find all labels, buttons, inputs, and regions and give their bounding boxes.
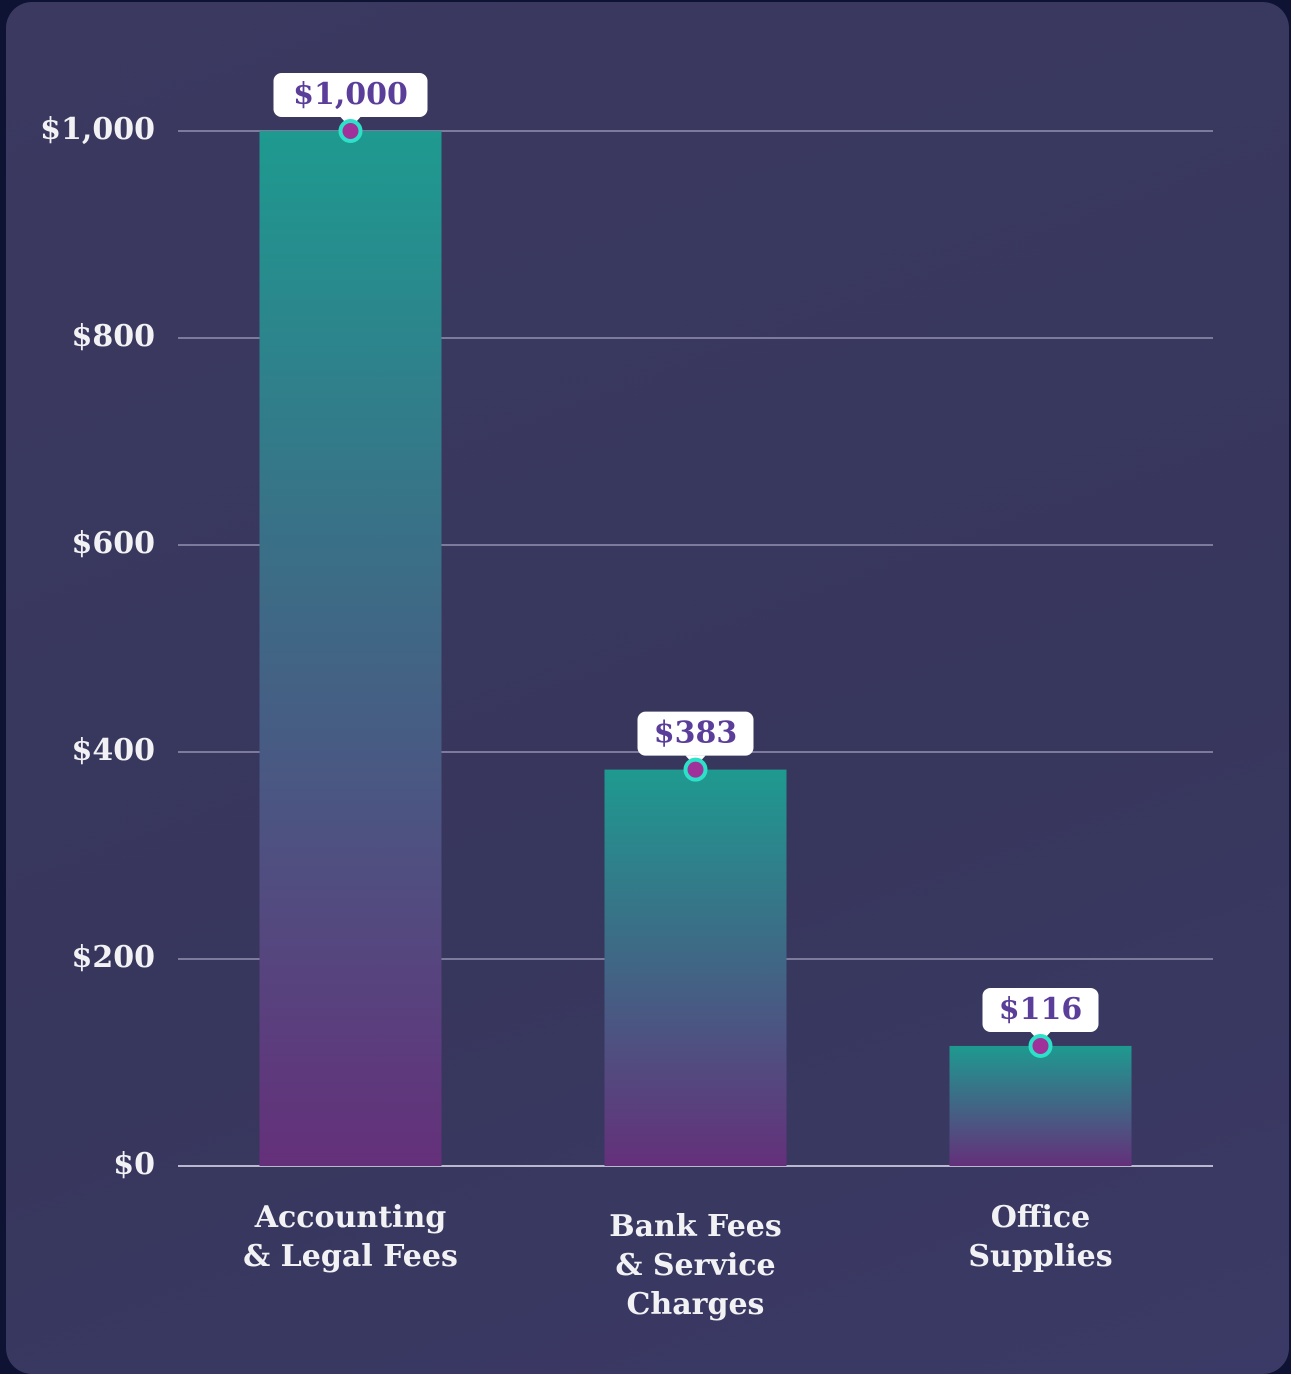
bar-point [1028,1033,1053,1058]
x-tick-label: Accounting & Legal Fees [243,1200,458,1274]
bar-point [683,757,708,782]
value-label-text: $383 [654,716,738,751]
value-label-box [637,711,754,756]
bar-point [338,119,363,143]
value-label-text: $1,000 [293,77,408,112]
bar [604,769,787,1166]
value-label: $383 [637,711,754,767]
value-label: $1,000 [273,73,428,128]
x-tick-label: Bank Fees & Service Charges [609,1209,782,1322]
y-tick-label: $0 [113,1147,155,1182]
y-tick-label: $800 [72,319,156,354]
value-label-text: $116 [999,992,1083,1027]
y-tick-label: $400 [72,733,156,768]
x-tick-label: Office Supplies [968,1200,1113,1274]
value-label-box [982,987,1099,1032]
y-tick-label: $1,000 [40,112,155,147]
bar [949,1045,1132,1166]
value-label: $116 [982,987,1099,1043]
y-tick-label: $200 [72,940,156,975]
bar [259,131,442,1166]
value-label-box [273,73,428,117]
y-tick-label: $600 [72,526,156,561]
